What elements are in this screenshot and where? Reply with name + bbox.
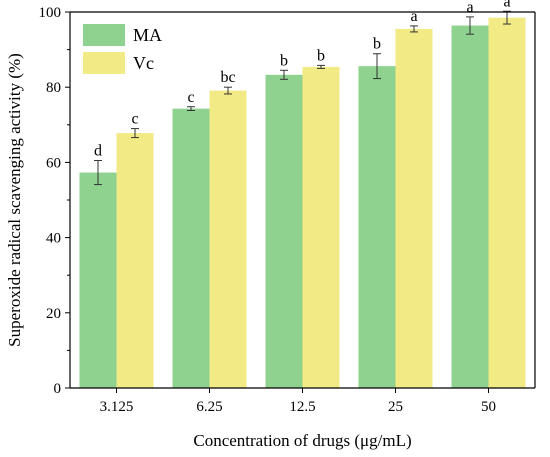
significance-label-ma-2: b	[280, 52, 288, 69]
bar-vc-2	[302, 66, 340, 388]
bar-ma-2	[265, 74, 303, 389]
error-bars-layer	[94, 10, 511, 186]
y-axis-title: Superoxide radical scavenging activity (…	[5, 53, 24, 347]
y-tick-label-20: 20	[46, 306, 61, 322]
axes-layer: 0 20 40 60 80 100 3.125 6.25 12.5 25 50	[39, 5, 536, 415]
bars-layer	[79, 17, 526, 389]
x-tick-label-0: 3.125	[100, 399, 134, 415]
significance-label-vc-2: b	[317, 47, 325, 64]
x-tick-label-2: 12.5	[289, 399, 315, 415]
bar-ma-3	[358, 66, 396, 389]
bar-vc-1	[209, 90, 247, 389]
bar-vc-4	[488, 17, 526, 388]
legend: MA Vc	[83, 24, 162, 74]
bar-ma-1	[172, 108, 210, 388]
legend-swatch-vc	[83, 52, 125, 74]
significance-label-ma-3: b	[373, 36, 381, 53]
significance-labels-layer: d c b b a c bc b a a	[94, 0, 511, 160]
legend-swatch-ma	[83, 24, 125, 46]
significance-label-vc-1: bc	[220, 69, 235, 86]
x-tick-label-3: 25	[388, 399, 403, 415]
y-tick-label-60: 60	[46, 155, 61, 171]
significance-label-vc-3: a	[410, 8, 417, 25]
x-tick-label-4: 50	[481, 399, 496, 415]
bar-ma-0	[79, 172, 117, 388]
significance-label-ma-0: d	[94, 143, 102, 160]
legend-label-vc: Vc	[133, 53, 154, 73]
bar-vc-3	[395, 28, 433, 388]
y-tick-label-80: 80	[46, 80, 61, 96]
significance-label-vc-0: c	[131, 111, 138, 128]
x-axis-title: Concentration of drugs (μg/mL)	[193, 431, 411, 450]
y-tick-label-40: 40	[46, 231, 61, 247]
y-tick-label-0: 0	[54, 381, 62, 397]
bar-ma-4	[451, 25, 489, 388]
y-tick-label-100: 100	[39, 5, 62, 21]
significance-label-vc-4: a	[503, 0, 510, 10]
legend-label-ma: MA	[133, 25, 162, 45]
significance-label-ma-1: c	[187, 89, 194, 106]
x-tick-label-1: 6.25	[196, 399, 222, 415]
significance-label-ma-4: a	[466, 0, 473, 16]
bar-vc-0	[116, 133, 154, 388]
